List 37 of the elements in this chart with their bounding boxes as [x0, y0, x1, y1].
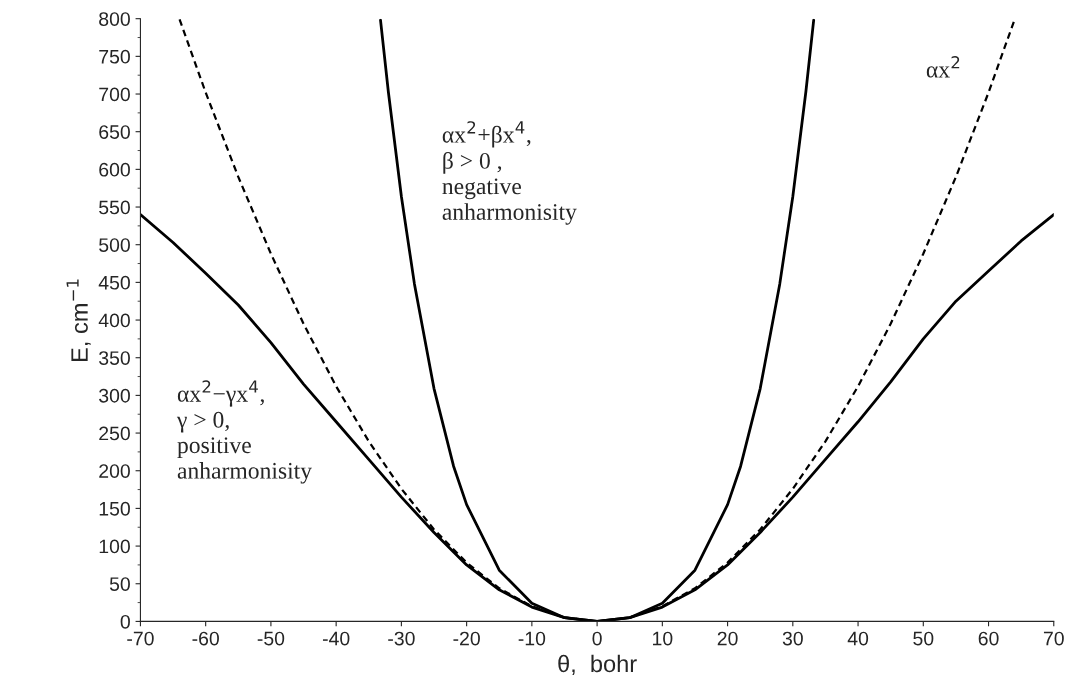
text: αx$^{2}$−γx$^{4}$, γ > 0, positive anharmonisity	[176, 380, 312, 484]
x-tick-label: -30	[388, 631, 415, 646]
x-tick-label: -40	[322, 631, 350, 646]
y-tick-label: 0	[120, 614, 130, 629]
series-label: αx$^{2}$+βx$^{4}$, β > 0 , negative anharmonisity	[442, 121, 577, 225]
y-tick-label: 250	[99, 426, 130, 441]
y-tick-label: 300	[99, 388, 130, 403]
x-tick-label: 0	[592, 631, 602, 646]
series-label: αx$^{2}$	[926, 56, 960, 78]
x-tick-label: -70	[127, 631, 154, 646]
x-tick-label: 70	[1043, 631, 1064, 646]
y-axis-title: E, cm$^{−1}$	[66, 279, 91, 361]
y-tick-label: 800	[99, 12, 130, 26]
x-tick-label: 40	[847, 631, 869, 646]
y-tick-label: 400	[98, 313, 130, 328]
y-tick-label: 600	[99, 162, 130, 177]
y-tick-label: 100	[99, 539, 130, 554]
x-tick-label: -50	[257, 631, 285, 646]
x-tick-label: 50	[913, 631, 934, 646]
x-tick-label: 10	[653, 631, 673, 646]
x-axis-title: θ, bohr	[558, 654, 637, 675]
y-tick-label: 200	[99, 464, 130, 478]
x-tick-label: 60	[978, 631, 999, 646]
y-tick-label: 50	[109, 577, 130, 591]
x-tick-label: -20	[453, 631, 480, 646]
y-tick-label: 500	[99, 238, 130, 252]
x-tick-label: -10	[518, 631, 546, 646]
y-tick-label: 750	[99, 49, 130, 64]
y-tick-label: 150	[99, 501, 130, 516]
y-tick-label: 650	[99, 125, 130, 139]
y-tick-label: 550	[99, 200, 130, 215]
y-tick-label: 350	[99, 351, 130, 365]
y-tick-label: 700	[99, 87, 130, 102]
y-tick-label: 450	[98, 275, 130, 290]
x-tick-label: -60	[192, 631, 219, 646]
x-tick-label: 20	[717, 631, 738, 646]
x-tick-label: 30	[782, 631, 803, 646]
